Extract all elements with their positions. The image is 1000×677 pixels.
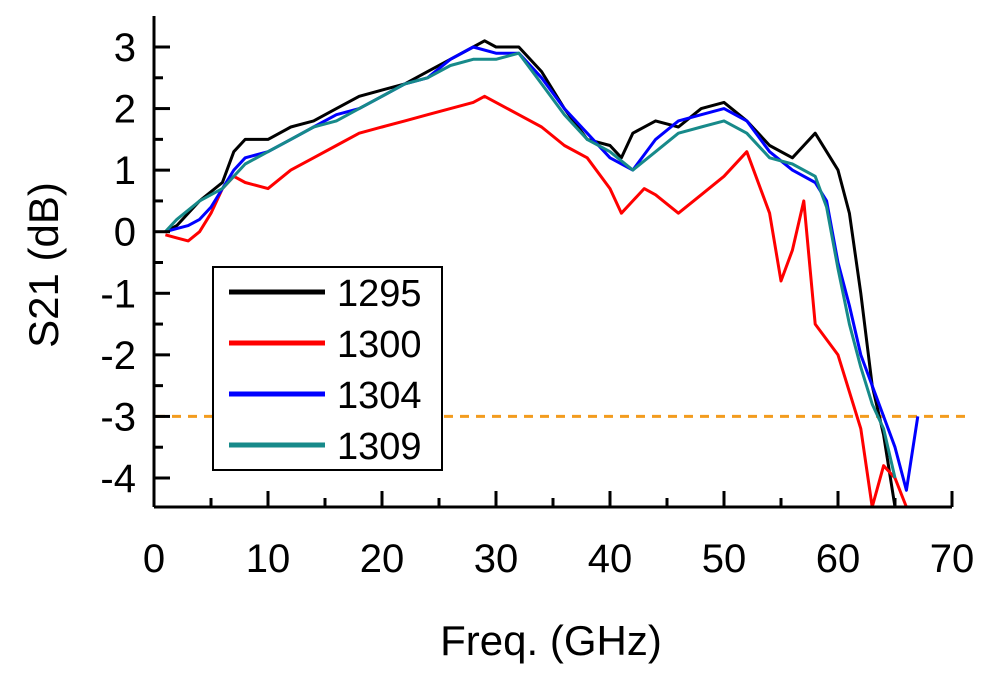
x-tick-labels: 0 10 20 30 40 50 60 70 xyxy=(143,537,974,581)
series-line-1304 xyxy=(165,45,920,492)
series-line-1309 xyxy=(164,51,897,479)
legend-label-1300: 1300 xyxy=(337,324,422,366)
x-tick-label: 30 xyxy=(474,537,519,581)
series-line-1295 xyxy=(164,39,897,508)
y-tick-labels: 3 2 1 0 -1 -2 -3 -4 xyxy=(100,26,136,501)
x-tick-label: 70 xyxy=(930,537,975,581)
y-tick-label: 3 xyxy=(114,26,136,70)
x-tick-label: 60 xyxy=(816,537,861,581)
x-tick-label: 0 xyxy=(143,537,165,581)
y-tick-label: 0 xyxy=(114,211,136,255)
legend-label-1295: 1295 xyxy=(337,273,422,315)
x-axis-label: Freq. (GHz) xyxy=(440,617,662,664)
x-tick-label: 50 xyxy=(702,537,747,581)
legend-label-1309: 1309 xyxy=(337,426,422,468)
legend: 1295 1300 1304 1309 xyxy=(212,266,443,471)
legend-box xyxy=(212,266,443,471)
series-layer xyxy=(164,39,920,509)
y-tick-label: -4 xyxy=(100,457,136,501)
x-tick-label: 40 xyxy=(588,537,633,581)
y-axis-label: S21 (dB) xyxy=(20,182,67,348)
series-line-1300 xyxy=(165,94,908,509)
y-tick-label: -1 xyxy=(100,272,136,316)
y-tick-label: -2 xyxy=(100,334,136,378)
axes-layer xyxy=(152,16,954,509)
y-tick-label: 2 xyxy=(114,88,136,132)
y-tick-label: -3 xyxy=(100,395,136,439)
legend-label-1304: 1304 xyxy=(337,375,422,417)
x-tick-label: 10 xyxy=(246,537,291,581)
x-tick-label: 20 xyxy=(360,537,405,581)
y-tick-label: 1 xyxy=(114,149,136,193)
